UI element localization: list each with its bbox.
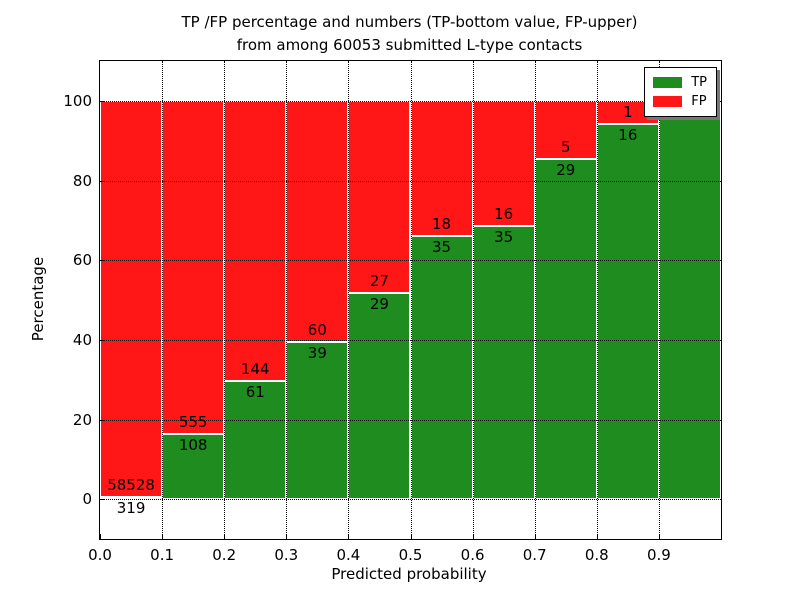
bar-count-label-tp: 29 xyxy=(556,161,576,180)
y-tick-label: 100 xyxy=(63,91,92,110)
y-tick-label: 80 xyxy=(72,171,92,190)
bar-segment-tp xyxy=(286,342,349,500)
bar-count-label-fp: 16 xyxy=(494,204,514,223)
gridline-vertical xyxy=(534,61,536,539)
bar-segment-tp xyxy=(472,225,535,500)
gridline-vertical xyxy=(348,61,350,539)
y-tick-label: 40 xyxy=(72,330,92,349)
legend-swatch-fp xyxy=(653,96,683,107)
x-tick-label: 0.1 xyxy=(150,546,175,564)
x-tick-label: 0.6 xyxy=(460,546,485,564)
bar-segment-fp xyxy=(162,100,225,435)
y-tickmark xyxy=(100,419,105,421)
bar-count-label-fp: 144 xyxy=(240,359,270,378)
bar-segment-fp xyxy=(348,100,411,293)
y-tick-label: 60 xyxy=(72,251,92,270)
bar-segment-tp xyxy=(410,236,473,500)
bar-count-label-tp: 16 xyxy=(618,126,638,145)
bar-segment-tp xyxy=(534,159,597,500)
x-axis-label: Predicted probability xyxy=(331,565,487,583)
bar-count-label-fp: 60 xyxy=(307,321,327,340)
y-tickmark xyxy=(100,499,105,501)
bar-count-label-tp: 29 xyxy=(369,294,389,313)
bar-count-label-tp: 39 xyxy=(307,344,327,363)
x-tickmark xyxy=(162,534,164,539)
x-tickmark xyxy=(410,534,412,539)
x-tick-label: 0.4 xyxy=(336,546,361,564)
chart-title-line2: from among 60053 submitted L-type contac… xyxy=(236,36,583,54)
gridline-vertical xyxy=(472,61,474,539)
y-tickmark xyxy=(100,100,105,102)
gridline-vertical xyxy=(286,61,288,539)
bar-segment-tp xyxy=(162,434,225,500)
gridline-vertical xyxy=(162,61,164,539)
bar-count-label-fp: 18 xyxy=(432,215,452,234)
x-tick-label: 0.0 xyxy=(88,546,112,564)
bar-count-label-fp: 58528 xyxy=(107,476,155,494)
gridline-vertical xyxy=(410,61,412,539)
bar-count-label-tp: 108 xyxy=(178,436,208,455)
y-tick-label: 0 xyxy=(82,490,92,509)
x-tick-label: 0.5 xyxy=(398,546,423,564)
y-tickmark xyxy=(100,260,105,262)
bar-count-label-tp: 319 xyxy=(116,499,146,517)
bar-count-label-fp: 555 xyxy=(178,413,208,432)
x-tickmark xyxy=(472,534,474,539)
x-tick-label: 0.9 xyxy=(646,546,671,564)
bar-segment-fp xyxy=(472,100,535,226)
bar-segment-tp xyxy=(658,100,721,500)
y-tick-label: 20 xyxy=(72,410,92,429)
y-tickmark xyxy=(100,180,105,182)
x-tickmark xyxy=(224,534,226,539)
bar-count-label-tp: 61 xyxy=(245,382,265,401)
bar-segment-fp xyxy=(286,100,349,343)
bar-segment-tp xyxy=(348,292,411,500)
legend-label-tp: TP xyxy=(691,75,707,90)
legend-swatch-tp xyxy=(653,77,683,88)
chart-title: TP /FP percentage and numbers (TP-bottom… xyxy=(99,11,720,57)
legend-label-fp: FP xyxy=(691,94,707,109)
gridline-vertical xyxy=(658,61,660,539)
bar-count-label-fp: 1 xyxy=(623,103,633,122)
bar-count-label-tp: 35 xyxy=(432,238,452,257)
legend-item-tp: TP xyxy=(653,73,707,92)
bar-segment-fp xyxy=(224,100,287,381)
bar-count-label-fp: 5 xyxy=(560,138,571,157)
bar-segment-tp xyxy=(100,497,163,500)
x-tick-label: 0.2 xyxy=(212,546,237,564)
legend: TP FP xyxy=(644,67,717,117)
x-tickmark xyxy=(286,534,288,539)
plot-area: TP FP 58528 319 555 108 144 61 60 39 27 29 18 35 16 3… xyxy=(63,60,722,564)
legend-item-fp: FP xyxy=(653,92,707,111)
x-tickmark xyxy=(658,534,660,539)
chart-title-line1: TP /FP percentage and numbers (TP-bottom… xyxy=(181,13,638,31)
x-tickmark xyxy=(100,534,101,539)
bar-count-label-fp: 27 xyxy=(369,271,389,290)
x-tick-label: 0.8 xyxy=(584,546,609,564)
y-axis-label: Percentage xyxy=(29,256,47,342)
bar-segment-fp xyxy=(100,100,163,497)
y-tickmark xyxy=(100,339,105,341)
bar-count-label-tp: 35 xyxy=(494,227,514,246)
gridline-vertical xyxy=(596,61,598,539)
bar-segment-tp xyxy=(596,124,659,500)
x-tick-label: 0.7 xyxy=(522,546,547,564)
x-tickmark xyxy=(534,534,536,539)
gridline-vertical xyxy=(224,61,226,539)
x-tick-label: 0.3 xyxy=(274,546,299,564)
x-tickmark xyxy=(596,534,598,539)
x-tickmark xyxy=(348,534,350,539)
